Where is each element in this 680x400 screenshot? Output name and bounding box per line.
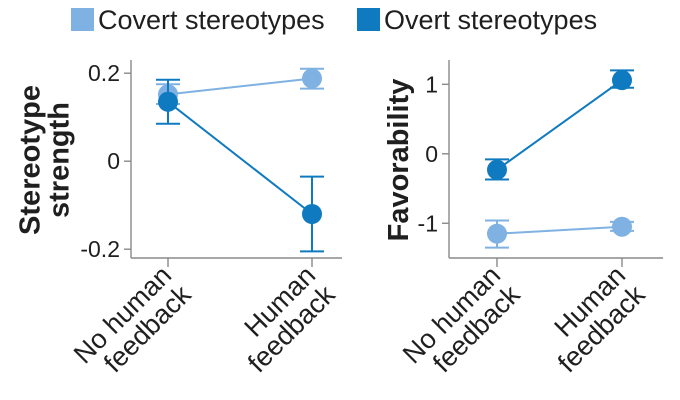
legend: Covert stereotypes Overt stereotypes: [71, 5, 597, 35]
chart-panel-1: 0.2 0 -0.2No humanfeedback Humanfeedback Ste…: [15, 60, 342, 389]
y-tick-label: 0: [107, 148, 120, 174]
data-point: [302, 68, 322, 89]
data-point: [487, 159, 507, 180]
y-axis-title-line: strength: [44, 102, 76, 218]
y-axis-title-line: Stereotype: [15, 85, 47, 235]
x-category-label: No humanfeedback: [397, 260, 526, 389]
series-connector-line: [496, 225, 623, 235]
data-point: [487, 223, 507, 244]
legend-item-covert: Covert stereotypes: [71, 5, 325, 35]
x-category-label: No humanfeedback: [68, 260, 197, 389]
y-tick-label: 0: [425, 141, 438, 167]
y-tick-label: 1: [425, 71, 438, 97]
legend-item-overt: Overt stereotypes: [357, 5, 597, 35]
legend-swatch-overt: [357, 8, 380, 31]
y-tick-label: 0.2: [88, 60, 120, 86]
data-point: [158, 91, 178, 112]
legend-swatch-covert: [71, 8, 94, 31]
chart-panel-2: 1 0 -1 No humanfeedback Humanfeedback Favorab…: [383, 60, 663, 389]
series-covert: [156, 67, 324, 105]
chart-panels: 0.20-0.2No humanfeedback HumanfeedbackSte…: [15, 60, 663, 389]
data-point: [612, 70, 632, 91]
y-axis-title-line: Favorability: [383, 79, 415, 242]
legend-label-covert: Covert stereotypes: [98, 5, 325, 35]
y-axis-title: Stereotypestrength: [15, 85, 76, 235]
series-overt: [485, 69, 634, 181]
x-category-label: Humanfeedback: [223, 260, 342, 379]
series-connector-line: [167, 77, 313, 96]
series-overt: [156, 78, 324, 253]
data-point: [302, 204, 322, 224]
legend-label-overt: Overt stereotypes: [384, 5, 597, 35]
series-connector-line: [167, 101, 313, 215]
y-tick-label: -1: [418, 210, 438, 236]
data-point: [612, 216, 632, 237]
y-axis-title: Favorability: [383, 79, 415, 242]
x-category-label: Humanfeedback: [533, 260, 652, 379]
series-covert: [485, 216, 634, 249]
y-tick-label: -0.2: [80, 236, 120, 262]
series-connector-line: [496, 79, 623, 171]
